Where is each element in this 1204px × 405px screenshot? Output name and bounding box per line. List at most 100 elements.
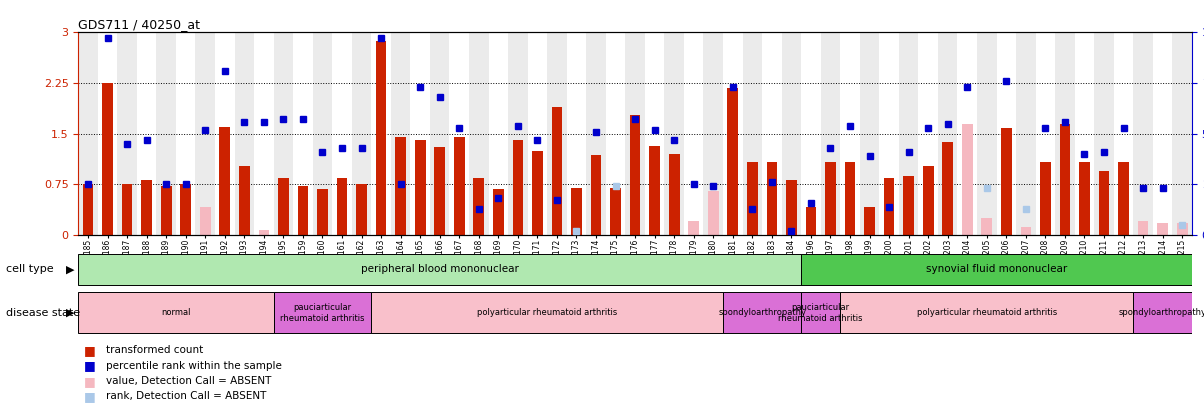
Text: polyarticular rheumatoid arthritis: polyarticular rheumatoid arthritis <box>916 308 1057 318</box>
Bar <box>1040 162 1051 235</box>
Text: peripheral blood mononuclear: peripheral blood mononuclear <box>361 264 519 274</box>
Bar <box>527 32 547 235</box>
Text: percentile rank within the sample: percentile rank within the sample <box>106 361 282 371</box>
Bar <box>668 154 679 235</box>
Bar <box>356 183 367 235</box>
Bar <box>415 141 425 235</box>
Bar <box>547 32 567 235</box>
Bar <box>943 142 954 235</box>
Bar <box>724 292 801 333</box>
Bar <box>879 32 899 235</box>
Bar <box>216 32 235 235</box>
Bar <box>1079 162 1090 235</box>
Text: rank, Detection Call = ABSENT: rank, Detection Call = ABSENT <box>106 392 266 401</box>
Bar <box>278 177 289 235</box>
Text: synovial fluid mononuclear: synovial fluid mononuclear <box>926 264 1067 274</box>
Bar <box>689 222 700 235</box>
Bar <box>313 32 332 235</box>
Bar <box>141 179 152 235</box>
Bar <box>470 32 489 235</box>
Bar <box>411 32 430 235</box>
Bar <box>976 32 997 235</box>
Bar <box>297 186 308 235</box>
Bar <box>860 32 879 235</box>
Bar <box>743 32 762 235</box>
Bar <box>83 183 94 235</box>
Bar <box>371 292 724 333</box>
Bar <box>786 179 797 235</box>
Bar <box>473 177 484 235</box>
Bar <box>610 188 621 235</box>
Text: spondyloarthropathy: spondyloarthropathy <box>1119 308 1204 318</box>
Bar <box>430 32 449 235</box>
Bar <box>864 207 875 235</box>
Bar <box>395 137 406 235</box>
Text: normal: normal <box>161 308 190 318</box>
Bar <box>1075 32 1094 235</box>
Bar <box>746 162 757 235</box>
Bar <box>238 166 249 235</box>
Text: ▶: ▶ <box>66 308 75 318</box>
Bar <box>724 32 743 235</box>
Bar <box>122 183 132 235</box>
Bar <box>200 207 211 235</box>
Text: ▶: ▶ <box>66 264 75 274</box>
Bar <box>219 127 230 235</box>
Bar <box>78 32 98 235</box>
Text: ■: ■ <box>84 375 96 388</box>
Text: GDS711 / 40250_at: GDS711 / 40250_at <box>78 18 200 31</box>
Bar <box>391 32 411 235</box>
Bar <box>1094 32 1114 235</box>
Bar <box>981 218 992 235</box>
Bar <box>625 32 645 235</box>
Bar <box>78 254 801 285</box>
Bar <box>1138 222 1149 235</box>
Bar <box>78 292 273 333</box>
Bar <box>684 32 703 235</box>
Bar <box>161 186 171 235</box>
Bar <box>273 32 294 235</box>
Bar <box>1060 124 1070 235</box>
Bar <box>235 32 254 235</box>
Bar <box>727 88 738 235</box>
Text: polyarticular rheumatoid arthritis: polyarticular rheumatoid arthritis <box>477 308 618 318</box>
Bar <box>532 151 543 235</box>
Bar <box>332 32 352 235</box>
Bar <box>254 32 273 235</box>
Bar <box>821 32 840 235</box>
Text: spondyloarthropathy: spondyloarthropathy <box>718 308 807 318</box>
Bar <box>606 32 625 235</box>
Bar <box>1035 32 1055 235</box>
Text: cell type: cell type <box>6 264 54 274</box>
Bar <box>176 32 195 235</box>
Text: ■: ■ <box>84 390 96 403</box>
Bar <box>157 32 176 235</box>
Bar <box>195 32 216 235</box>
Bar <box>762 32 781 235</box>
Bar <box>1173 32 1192 235</box>
Bar <box>649 146 660 235</box>
Bar <box>1133 292 1192 333</box>
Bar <box>435 147 445 235</box>
Bar <box>1114 32 1133 235</box>
Bar <box>551 107 562 235</box>
Bar <box>586 32 606 235</box>
Bar <box>181 183 191 235</box>
Bar <box>273 292 371 333</box>
Bar <box>703 32 724 235</box>
Bar <box>1119 162 1129 235</box>
Bar <box>708 191 719 235</box>
Bar <box>117 32 137 235</box>
Bar <box>845 162 855 235</box>
Bar <box>371 32 391 235</box>
Text: ■: ■ <box>84 344 96 357</box>
Bar <box>1157 223 1168 235</box>
Text: ■: ■ <box>84 359 96 372</box>
Bar <box>454 137 465 235</box>
Bar <box>137 32 157 235</box>
Bar <box>997 32 1016 235</box>
Bar <box>259 230 270 235</box>
Bar <box>938 32 957 235</box>
Bar <box>825 162 836 235</box>
Bar <box>1153 32 1173 235</box>
